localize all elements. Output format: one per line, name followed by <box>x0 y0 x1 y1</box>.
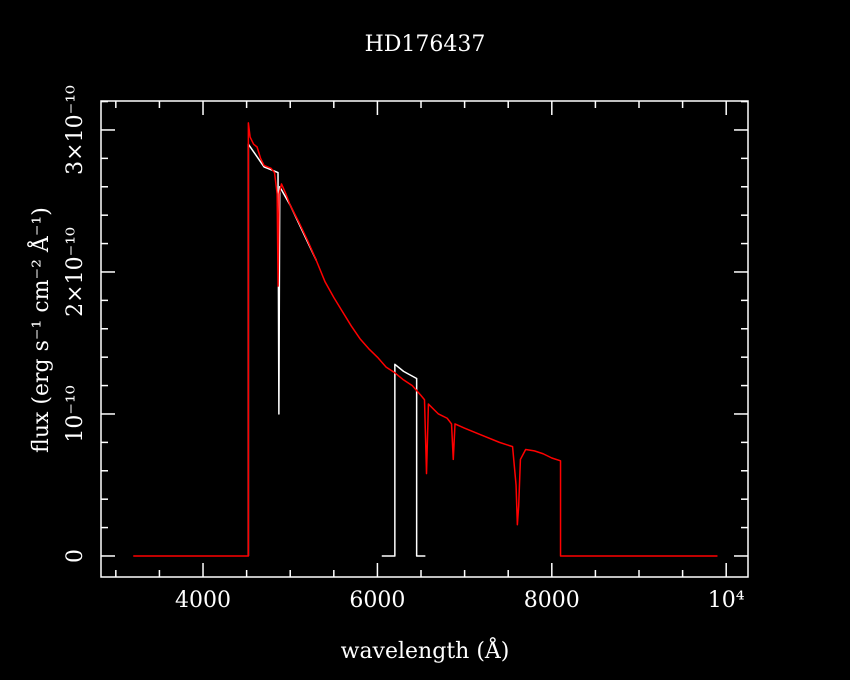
y-tick-label: 3×10⁻¹⁰ <box>63 85 88 175</box>
x-tick-label: 8000 <box>524 588 580 613</box>
y-tick-label: 2×10⁻¹⁰ <box>63 227 88 317</box>
x-tick-label: 10⁴ <box>708 588 745 613</box>
x-axis-label: wavelength (Å) <box>341 636 510 664</box>
x-tick-label: 6000 <box>349 588 405 613</box>
spectrum-line <box>133 122 718 557</box>
spectrum-line <box>247 143 426 557</box>
plot-frame <box>100 100 749 578</box>
y-tick-label: 0 <box>63 549 88 563</box>
y-axis-label: flux (erg s⁻¹ cm⁻² Å⁻¹) <box>26 207 54 453</box>
y-tick-label: 10⁻¹⁰ <box>63 385 88 442</box>
chart-title: HD176437 <box>365 32 486 57</box>
x-tick-label: 4000 <box>175 588 231 613</box>
